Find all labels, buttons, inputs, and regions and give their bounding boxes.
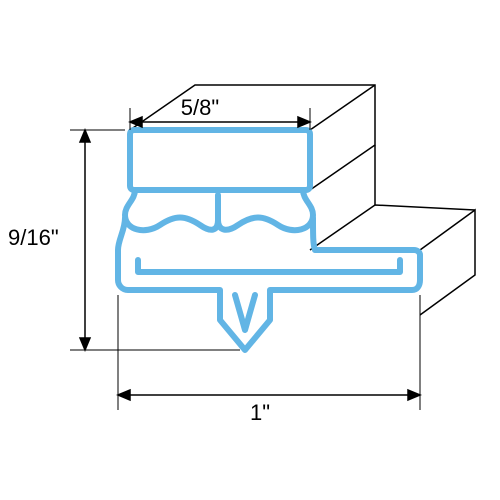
dim-left-height: 9/16" [8, 225, 59, 250]
dim-top-width: 5/8" [181, 95, 219, 120]
dimension-lines [70, 108, 420, 410]
gasket-profile-diagram: 5/8" 9/16" 1" [0, 0, 500, 500]
dim-bottom-width: 1" [250, 400, 270, 425]
